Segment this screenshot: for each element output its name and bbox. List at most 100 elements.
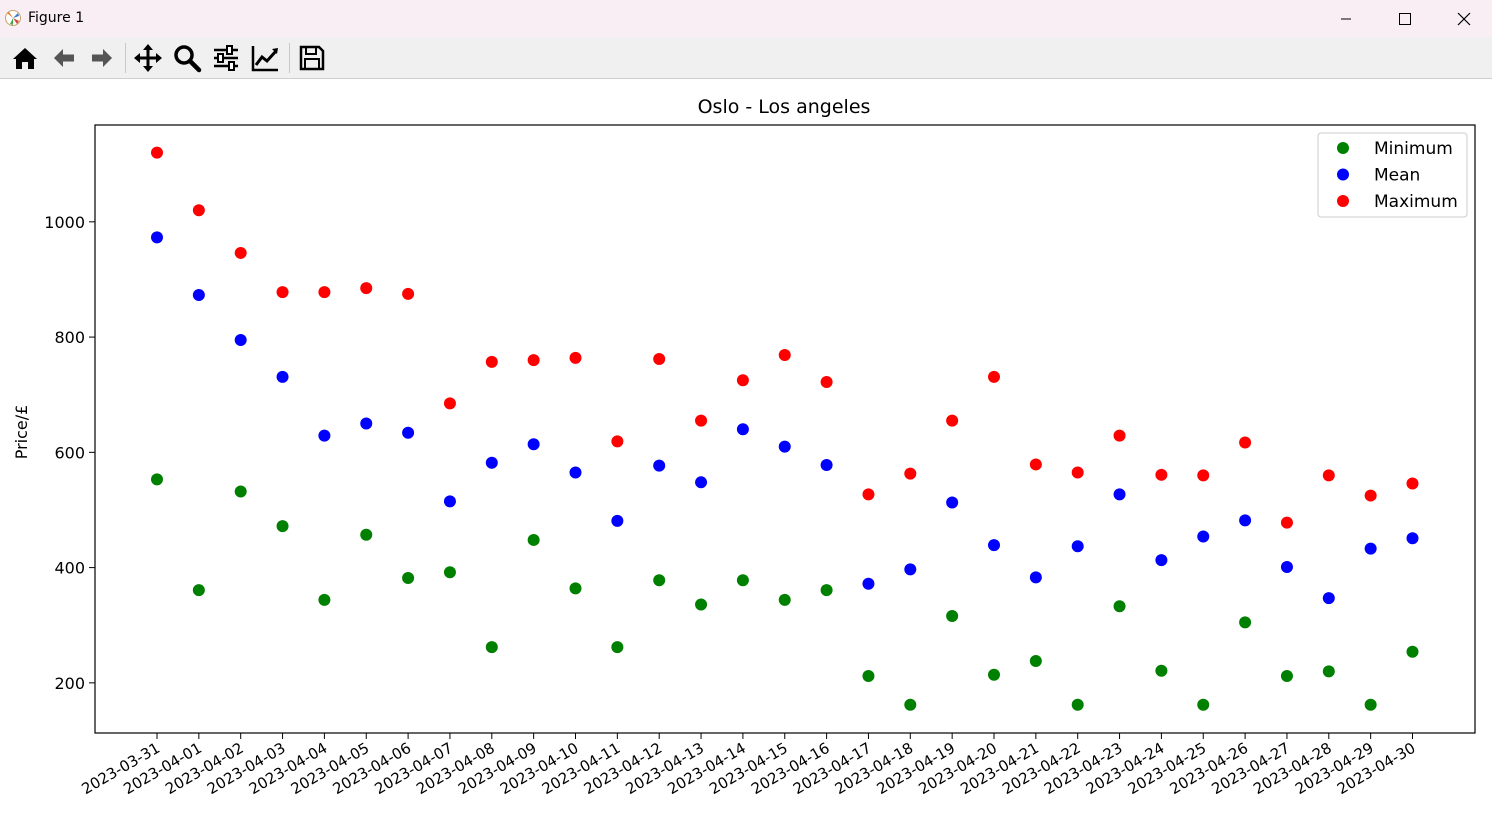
data-point <box>1029 571 1042 584</box>
data-point <box>1322 592 1335 605</box>
zoom-button[interactable] <box>170 41 204 75</box>
data-point <box>234 246 247 259</box>
pan-button[interactable] <box>131 41 165 75</box>
data-point <box>778 593 791 606</box>
data-point <box>1239 436 1252 449</box>
y-tick-label: 800 <box>54 328 85 347</box>
data-point <box>151 473 163 486</box>
toolbar-separator <box>289 43 290 73</box>
data-point <box>946 496 959 509</box>
data-points <box>151 146 1419 711</box>
data-point <box>485 355 498 368</box>
data-point <box>1029 458 1042 471</box>
data-point <box>1071 466 1084 479</box>
data-point <box>1197 698 1210 711</box>
data-point <box>318 429 331 442</box>
data-point <box>862 669 875 682</box>
data-point <box>736 423 749 436</box>
data-point <box>611 435 624 448</box>
data-point <box>1113 600 1126 613</box>
minimize-button[interactable] <box>1317 0 1375 37</box>
data-point <box>360 282 373 295</box>
data-point <box>1071 698 1084 711</box>
navigation-toolbar <box>0 37 1492 79</box>
data-point <box>1155 468 1168 481</box>
data-point <box>1364 542 1377 555</box>
data-point <box>820 459 833 472</box>
data-point <box>360 417 373 430</box>
data-point <box>946 610 959 623</box>
minimize-icon <box>1341 18 1351 19</box>
scatter-chart: Oslo - Los angeles Price/£ 200 400 600 800 1… <box>12 96 1476 798</box>
forward-button[interactable] <box>85 41 119 75</box>
data-point <box>695 414 708 427</box>
data-point <box>360 528 373 541</box>
figure-canvas[interactable]: Oslo - Los angeles Price/£ 200 400 600 800 1… <box>0 79 1492 825</box>
data-point <box>485 456 498 469</box>
legend-marker <box>1337 195 1349 207</box>
home-button[interactable] <box>8 41 42 75</box>
configure-subplots-icon <box>214 45 238 71</box>
matplotlib-app-icon <box>5 10 21 26</box>
data-point <box>569 582 582 595</box>
save-button[interactable] <box>295 41 329 75</box>
back-button[interactable] <box>47 41 81 75</box>
data-point <box>653 352 666 365</box>
window-titlebar: Figure 1 <box>0 0 1492 37</box>
data-point <box>1155 554 1168 567</box>
data-point <box>1406 645 1419 658</box>
data-point <box>736 574 749 587</box>
edit-axis-button[interactable] <box>248 41 282 75</box>
y-tick-label: 600 <box>54 443 85 462</box>
maximize-icon <box>1399 12 1411 25</box>
y-axis-label: Price/£ <box>12 405 31 460</box>
data-point <box>402 571 415 584</box>
data-point <box>904 698 917 711</box>
data-point <box>988 668 1000 681</box>
legend-label: Mean <box>1374 166 1420 186</box>
data-point <box>904 563 917 576</box>
data-point <box>1113 429 1126 442</box>
legend-label: Minimum <box>1374 139 1453 159</box>
data-point <box>192 204 205 217</box>
configure-subplots-button[interactable] <box>209 41 243 75</box>
data-point <box>402 426 415 439</box>
data-point <box>569 351 582 364</box>
close-button[interactable] <box>1435 0 1492 37</box>
data-point <box>1239 616 1252 629</box>
data-point <box>1197 469 1210 482</box>
data-point <box>151 146 163 159</box>
data-point <box>1197 530 1210 543</box>
data-point <box>611 514 624 527</box>
data-point <box>946 414 959 427</box>
close-icon <box>1457 12 1471 25</box>
data-point <box>151 231 163 244</box>
y-tick-label: 1000 <box>44 213 85 232</box>
maximize-button[interactable] <box>1376 0 1434 37</box>
data-point <box>234 333 247 346</box>
data-point <box>1364 489 1377 502</box>
data-point <box>276 370 289 383</box>
data-point <box>778 348 791 361</box>
series-maximum <box>151 146 1419 529</box>
data-point <box>695 476 708 489</box>
data-point <box>485 641 498 654</box>
data-point <box>234 485 247 498</box>
data-point <box>1280 561 1293 574</box>
data-point <box>1280 516 1293 529</box>
data-point <box>904 467 917 480</box>
data-point <box>276 520 289 533</box>
back-arrow-icon <box>54 49 74 67</box>
data-point <box>1155 664 1168 677</box>
home-icon <box>13 48 37 69</box>
window-title: Figure 1 <box>28 10 85 26</box>
data-point <box>1071 540 1084 553</box>
zoom-magnifier-icon <box>174 45 202 73</box>
edit-axis-icon <box>251 46 278 72</box>
legend-label: Maximum <box>1374 192 1458 212</box>
data-point <box>569 466 582 479</box>
data-point <box>192 584 205 597</box>
data-point <box>1280 669 1293 682</box>
data-point <box>1406 477 1419 490</box>
data-point <box>778 440 791 453</box>
